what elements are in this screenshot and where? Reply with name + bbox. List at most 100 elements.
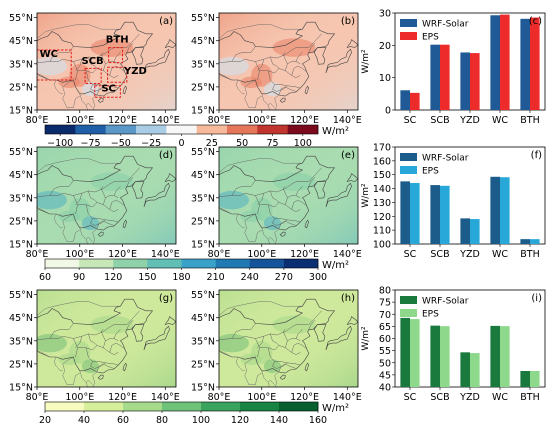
lon-tick-label: 140°E bbox=[333, 115, 362, 126]
y-tick-label: 170 bbox=[373, 143, 391, 154]
colorbar-tick-label: −75 bbox=[80, 138, 100, 149]
bar-yzd-wrf-solar bbox=[460, 218, 470, 244]
y-tick-label: 40 bbox=[379, 383, 391, 394]
colorbar-tick-label: 25 bbox=[206, 138, 218, 149]
lon-tick-label: 80°E bbox=[26, 392, 49, 403]
lon-tick-label: 140°E bbox=[333, 249, 362, 260]
x-tick-label: WC bbox=[492, 115, 508, 126]
colorbar-tick-label: 100 bbox=[192, 415, 210, 426]
lat-tick-label: 55°N bbox=[9, 147, 33, 158]
lat-tick-label: 35°N bbox=[191, 336, 215, 347]
y-tick-label: 55 bbox=[379, 346, 391, 357]
colorbar-segment bbox=[227, 125, 258, 134]
bar-sc-eps bbox=[410, 183, 420, 244]
x-tick-label: SCB bbox=[430, 115, 449, 126]
bar-wc-wrf-solar bbox=[490, 325, 500, 387]
bar-bth-wrf-solar bbox=[520, 370, 530, 387]
y-tick-label: 160 bbox=[373, 156, 391, 167]
lon-tick-label: 80°E bbox=[208, 392, 231, 403]
colorbar: −100 −75 −50 −25 0 25 50 75 100 W/m² bbox=[44, 124, 349, 149]
colorbar-tick-label: 90 bbox=[73, 272, 85, 283]
map-panel: (e) 55°N 45°N 35°N 25°N 15°N80°E 100°E 120°E 140… bbox=[191, 146, 362, 260]
lon-tick-label: 140°E bbox=[151, 249, 180, 260]
lon-tick-label: 120°E bbox=[108, 115, 137, 126]
x-tick-label: SC bbox=[404, 249, 417, 260]
bar-bth-eps bbox=[530, 17, 540, 111]
lat-tick-label: 45°N bbox=[9, 36, 33, 47]
bar-sc-eps bbox=[410, 319, 420, 387]
y-tick-label: 130 bbox=[373, 198, 391, 209]
bar-scb-wrf-solar bbox=[430, 185, 440, 244]
legend-swatch bbox=[400, 309, 417, 317]
bar-wc-eps bbox=[500, 14, 510, 110]
y-axis-label: W/m² bbox=[361, 326, 371, 351]
colorbar-segment bbox=[123, 402, 163, 411]
colorbar-unit: W/m² bbox=[322, 403, 349, 414]
y-tick-label: 150 bbox=[373, 170, 391, 181]
colorbar-segment bbox=[279, 402, 319, 411]
region-box-bth bbox=[108, 47, 124, 64]
lat-tick-label: 15°N bbox=[191, 240, 215, 251]
legend-swatch bbox=[400, 296, 417, 304]
bar-sc-wrf-solar bbox=[400, 317, 410, 387]
x-tick-label: SCB bbox=[430, 392, 449, 403]
colorbar-unit: W/m² bbox=[322, 260, 349, 271]
colorbar-segment bbox=[166, 125, 197, 134]
colorbar-segment bbox=[45, 125, 76, 134]
bar-scb-wrf-solar bbox=[430, 44, 440, 110]
legend-entry: EPS bbox=[422, 33, 439, 43]
lat-tick-label: 55°N bbox=[191, 13, 215, 24]
y-tick-label: 0 bbox=[385, 106, 391, 117]
legend: WRF-Solar EPS bbox=[400, 153, 469, 177]
map-panel: (d) 55°N 45°N 35°N 25°N 15°N80°E 100°E 120°E 140… bbox=[9, 146, 180, 260]
legend-swatch bbox=[400, 32, 417, 40]
bar-scb-wrf-solar bbox=[430, 325, 440, 387]
colorbar-tick-label: −25 bbox=[141, 138, 161, 149]
bar-sc-eps bbox=[410, 92, 420, 110]
colorbar-segment bbox=[215, 259, 251, 268]
lon-tick-label: 120°E bbox=[290, 249, 319, 260]
bar-wc-eps bbox=[500, 326, 510, 387]
lon-tick-label: 80°E bbox=[26, 115, 49, 126]
region-box-wc bbox=[37, 49, 72, 81]
x-tick-label: BTH bbox=[520, 392, 539, 403]
colorbar-segment bbox=[240, 402, 280, 411]
lat-tick-label: 35°N bbox=[191, 193, 215, 204]
bar-wc-wrf-solar bbox=[490, 176, 500, 244]
lat-tick-label: 15°N bbox=[191, 106, 215, 117]
x-tick-label: YZD bbox=[459, 392, 480, 403]
panel-label: (e) bbox=[341, 150, 355, 161]
region-label: BTH bbox=[106, 34, 129, 45]
lat-tick-label: 35°N bbox=[9, 193, 33, 204]
lat-tick-label: 25°N bbox=[191, 82, 215, 93]
region-label: SCB bbox=[82, 56, 104, 67]
y-tick-label: 45 bbox=[379, 370, 391, 381]
lat-tick-label: 45°N bbox=[191, 313, 215, 324]
colorbar-tick-label: 0 bbox=[178, 138, 184, 149]
lon-tick-label: 120°E bbox=[108, 392, 137, 403]
bar-bth-eps bbox=[530, 239, 540, 244]
lat-tick-label: 45°N bbox=[9, 170, 33, 181]
lat-tick-label: 45°N bbox=[191, 36, 215, 47]
lat-tick-label: 35°N bbox=[191, 59, 215, 70]
colorbar-segment bbox=[113, 259, 148, 268]
legend-entry: EPS bbox=[422, 167, 439, 177]
panel-label: (a) bbox=[159, 16, 173, 27]
legend-swatch bbox=[400, 166, 417, 174]
legend-entry: WRF-Solar bbox=[422, 154, 469, 164]
lon-tick-label: 120°E bbox=[290, 115, 319, 126]
lon-tick-label: 120°E bbox=[108, 249, 137, 260]
lon-tick-label: 140°E bbox=[333, 392, 362, 403]
bar-wc-eps bbox=[500, 177, 510, 244]
bar-yzd-wrf-solar bbox=[460, 352, 470, 387]
colorbar-tick-label: 20 bbox=[39, 415, 51, 426]
colorbar-unit: W/m² bbox=[322, 126, 349, 137]
legend: WRF-Solar EPS bbox=[400, 19, 469, 43]
y-tick-label: 30 bbox=[379, 9, 391, 20]
lon-tick-label: 100°E bbox=[247, 249, 276, 260]
lat-tick-label: 45°N bbox=[191, 170, 215, 181]
lat-tick-label: 35°N bbox=[9, 336, 33, 347]
